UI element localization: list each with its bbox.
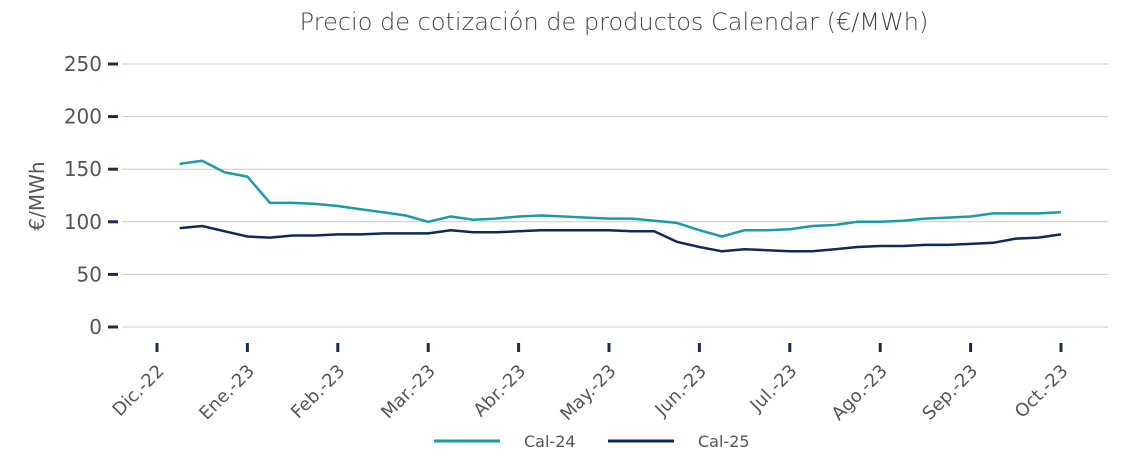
x-tick-label: Ago.-23 bbox=[828, 361, 892, 425]
legend-label: Cal-24 bbox=[524, 432, 576, 451]
y-tick-label: 50 bbox=[77, 262, 102, 286]
x-tick-label: Mar.-23 bbox=[377, 361, 440, 424]
x-tick-label: Ene.-23 bbox=[195, 361, 259, 425]
line bbox=[179, 159, 1062, 238]
y-tick-label: 200 bbox=[64, 105, 102, 129]
y-tick-label: 0 bbox=[89, 315, 102, 339]
x-tick-label: Jun.-23 bbox=[651, 361, 711, 421]
legend-label: Cal-25 bbox=[698, 432, 750, 451]
chart-title: Precio de cotización de productos Calend… bbox=[300, 8, 929, 36]
x-tick-label: Dic.-22 bbox=[109, 361, 169, 421]
x-tick-label: Jul.-23 bbox=[746, 361, 802, 417]
x-tick-label: Feb.-23 bbox=[287, 361, 349, 423]
x-tick-label: Abr.-23 bbox=[470, 361, 531, 422]
y-tick-label: 150 bbox=[64, 157, 102, 181]
x-tick-label: Sep.-23 bbox=[918, 361, 982, 425]
x-tick-label: May.-23 bbox=[556, 361, 620, 425]
y-tick-label: 100 bbox=[64, 210, 102, 234]
line bbox=[179, 224, 1062, 253]
y-axis-label: €/MWh bbox=[25, 161, 49, 230]
x-tick-label: Oct.-23 bbox=[1011, 361, 1073, 423]
y-tick-label: 250 bbox=[64, 52, 102, 76]
